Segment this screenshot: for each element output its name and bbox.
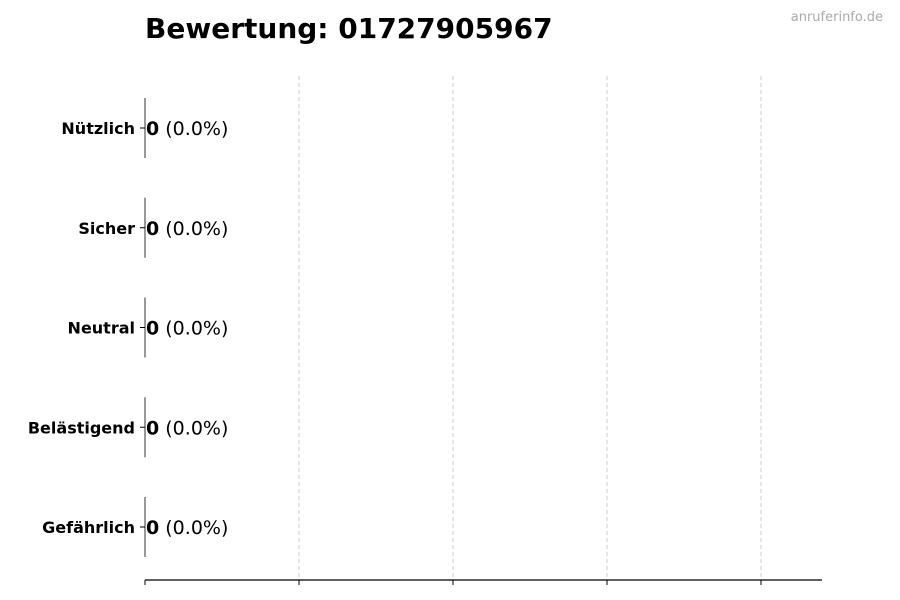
value-label: 0 (0.0%)	[146, 517, 228, 539]
category-label: Gefährlich	[42, 518, 135, 537]
watermark: anruferinfo.de	[790, 10, 883, 25]
category-label: Belästigend	[28, 418, 135, 437]
value-label: 0 (0.0%)	[146, 118, 228, 140]
category-label: Nützlich	[61, 119, 135, 138]
category-label: Sicher	[78, 219, 135, 238]
chart-title: Bewertung: 01727905967	[145, 12, 553, 45]
category-label: Neutral	[68, 319, 135, 338]
value-label: 0 (0.0%)	[146, 417, 228, 439]
value-label: 0 (0.0%)	[146, 318, 228, 340]
value-label: 0 (0.0%)	[146, 218, 228, 240]
